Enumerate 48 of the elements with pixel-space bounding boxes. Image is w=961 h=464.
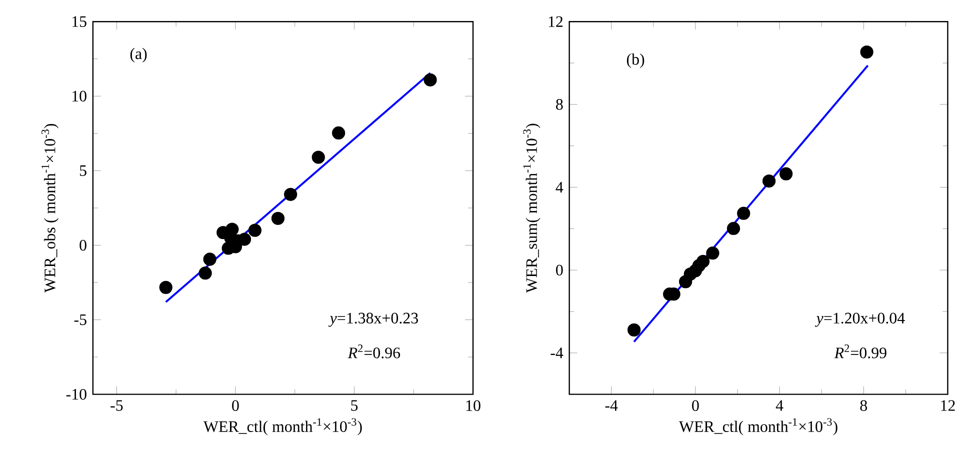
y-tick-label: 5 bbox=[80, 165, 86, 176]
point bbox=[706, 246, 720, 260]
y-tick-label: -5 bbox=[74, 314, 86, 326]
x-tick-label: 8 bbox=[860, 400, 868, 411]
point bbox=[860, 45, 874, 59]
annotation: (b) bbox=[626, 53, 644, 68]
annotation: R$^{2}$=0.96 bbox=[348, 344, 400, 358]
point bbox=[726, 222, 740, 236]
point bbox=[203, 252, 216, 266]
y-axis-title: WER_sum( month$^{-1}$×10$^{-3}$) bbox=[523, 124, 540, 293]
y-tick-label: -4 bbox=[550, 348, 564, 358]
point bbox=[737, 206, 750, 220]
x-tick-label: 10 bbox=[466, 400, 480, 411]
x-tick-label: -4 bbox=[605, 400, 618, 411]
x-axis-title: WER_ctl( month$^{-1}$×10$^{-3}$) bbox=[678, 418, 838, 436]
annotation: y=1.20x+0.04 bbox=[814, 312, 905, 327]
y-axis-title: WER_obs ( month$^{-1}$×10$^{-3}$) bbox=[42, 124, 59, 293]
point bbox=[284, 188, 298, 201]
point bbox=[312, 150, 325, 164]
point bbox=[627, 323, 641, 336]
point bbox=[779, 167, 793, 180]
annotation: y=1.38x+0.23 bbox=[328, 312, 418, 327]
y-tick-label: 0 bbox=[80, 240, 86, 251]
point bbox=[159, 280, 172, 294]
point bbox=[762, 174, 776, 188]
point bbox=[198, 266, 212, 280]
point bbox=[424, 73, 437, 86]
annotation: (a) bbox=[130, 48, 147, 62]
x-tick-label: 4 bbox=[776, 400, 784, 411]
y-tick-label: -10 bbox=[66, 388, 86, 400]
point bbox=[696, 254, 710, 268]
y-tick-label: 0 bbox=[556, 264, 563, 276]
point bbox=[248, 224, 262, 237]
point bbox=[332, 126, 346, 140]
x-tick-label: 0 bbox=[232, 400, 239, 411]
x-axis-title: WER_ctl( month$^{-1}$×10$^{-3}$) bbox=[203, 418, 362, 436]
y-tick-label: 8 bbox=[556, 99, 563, 110]
x-tick-label: 0 bbox=[692, 400, 699, 411]
x-tick-label: -5 bbox=[110, 400, 123, 411]
point bbox=[271, 212, 285, 225]
y-tick-label: 10 bbox=[72, 90, 86, 102]
x-tick-label: 5 bbox=[351, 400, 358, 411]
point bbox=[238, 232, 252, 246]
x-tick-label: 12 bbox=[941, 400, 955, 411]
y-tick-label: 15 bbox=[72, 16, 86, 27]
y-tick-label: 12 bbox=[548, 16, 563, 27]
annotation: R$^{2}$=0.99 bbox=[834, 344, 886, 358]
y-tick-label: 4 bbox=[556, 182, 564, 192]
